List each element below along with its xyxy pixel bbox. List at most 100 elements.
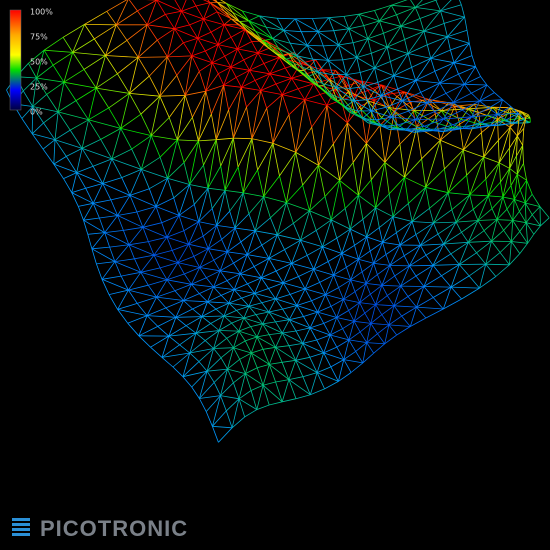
mesh-edge [310, 388, 325, 396]
mesh-edge [216, 190, 226, 226]
mesh-edge [189, 184, 195, 205]
mesh-edge [333, 143, 340, 181]
mesh-edge [497, 120, 505, 126]
mesh-edge [318, 105, 328, 166]
mesh-edge [499, 241, 512, 253]
mesh-edge [137, 57, 150, 77]
mesh-edge [498, 147, 510, 164]
mesh-edge [78, 202, 94, 207]
mesh-edge [140, 271, 168, 281]
mesh-edge [175, 308, 193, 318]
mesh-edge [309, 66, 325, 86]
mesh-edge [114, 261, 141, 273]
mesh-edge [193, 248, 209, 257]
mesh-edge [205, 91, 212, 115]
mesh-edge [509, 135, 518, 149]
mesh-edge [495, 107, 498, 120]
mesh-edge [242, 169, 258, 194]
mesh-edge [204, 50, 213, 64]
mesh-edge [146, 315, 159, 327]
mesh-edge [338, 372, 352, 382]
mesh-edge [302, 66, 319, 73]
mesh-edge [379, 20, 384, 34]
mesh-edge [168, 317, 177, 337]
mesh-edge [450, 253, 460, 265]
mesh-edge [363, 67, 375, 87]
mesh-edge [329, 79, 343, 99]
mesh-edge [386, 39, 405, 48]
mesh-edge [156, 279, 168, 298]
mesh-edge [262, 321, 276, 325]
mesh-edge [400, 7, 416, 27]
mesh-edge [462, 116, 473, 129]
mesh-edge [275, 298, 298, 306]
mesh-edge [329, 334, 338, 348]
mesh-edge [181, 5, 197, 12]
mesh-edge [485, 263, 497, 277]
mesh-edge [309, 323, 324, 329]
mesh-edge [249, 70, 256, 81]
mesh-edge [150, 346, 163, 358]
mesh-edge [381, 84, 405, 93]
mesh-edge [466, 175, 471, 195]
mesh-edge [282, 332, 303, 344]
mesh-edge [359, 302, 376, 305]
mesh-edge [237, 138, 253, 168]
mesh-edge [233, 347, 252, 354]
mesh-edge [396, 326, 411, 336]
mesh-edge [95, 73, 118, 89]
mesh-edge [317, 71, 337, 88]
mesh-edge [142, 206, 157, 228]
mesh-edge [191, 50, 206, 57]
mesh-edge [219, 262, 234, 272]
mesh-edge [356, 38, 369, 58]
mesh-edge [359, 293, 371, 303]
mesh-edge [363, 86, 382, 96]
mesh-edge [254, 277, 262, 294]
mesh-edge [483, 140, 499, 158]
mesh-edge [362, 342, 368, 363]
mesh-edge [411, 207, 430, 222]
mesh-edge [251, 90, 262, 139]
mesh-edge [348, 302, 360, 311]
mesh-edge [423, 10, 441, 32]
mesh-edge [365, 283, 371, 295]
mesh-edge [509, 135, 518, 169]
mesh-edge [415, 275, 425, 287]
mesh-edge [92, 166, 104, 184]
mesh-edge [404, 39, 409, 54]
mesh-edge [141, 156, 161, 170]
mesh-edge [462, 100, 480, 111]
logo-stripe [12, 533, 30, 536]
mesh-edge [432, 121, 453, 129]
mesh-edge [494, 92, 503, 101]
mesh-edge [400, 18, 421, 27]
mesh-edge [415, 0, 436, 8]
mesh-edge [425, 243, 444, 256]
mesh-edge [374, 4, 392, 11]
mesh-edge [400, 265, 410, 287]
mesh-edge [195, 2, 211, 7]
mesh-edge [195, 330, 220, 334]
mesh-edge [524, 194, 533, 204]
mesh-edge [366, 236, 371, 252]
mesh-edge [250, 352, 258, 368]
mesh-edge [259, 15, 284, 31]
mesh-edge [433, 192, 449, 224]
mesh-edge [269, 364, 290, 380]
mesh-edge [458, 264, 470, 277]
mesh-edge [137, 0, 157, 12]
mesh-edge [531, 194, 541, 207]
mesh-edge [161, 352, 190, 358]
mesh-edge [235, 77, 242, 88]
mesh-edge [341, 253, 359, 260]
mesh-edge [432, 286, 452, 298]
mesh-edge [350, 279, 356, 292]
mesh-edge [72, 52, 106, 56]
mesh-edge [237, 48, 258, 54]
mesh-edge [324, 180, 340, 197]
mesh-edge [319, 94, 328, 106]
mesh-edge [381, 314, 390, 326]
mesh-edge [223, 85, 229, 110]
mesh-edge [275, 77, 292, 85]
